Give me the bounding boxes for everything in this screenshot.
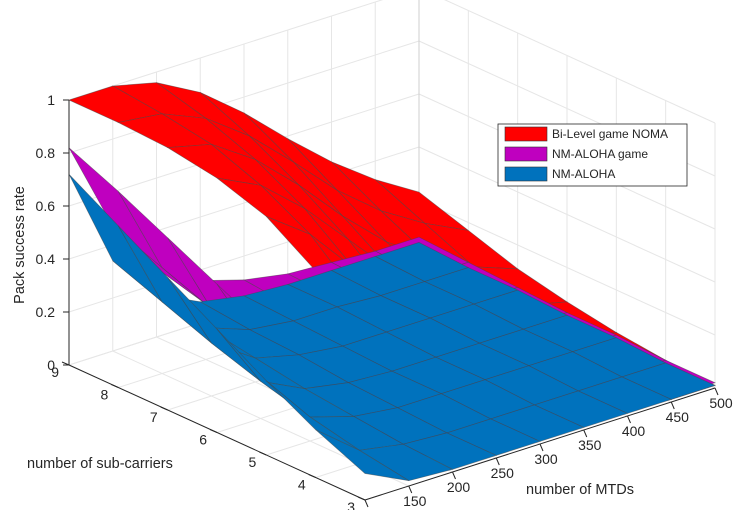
y-tick (111, 384, 119, 388)
z-tick-label: 0 (47, 357, 55, 373)
z-axis-label: Pack success rate (12, 186, 28, 304)
y-tick-label: 5 (249, 454, 257, 470)
x-tick-label: 400 (622, 423, 646, 439)
y-tick (259, 451, 267, 456)
x-tick (583, 429, 588, 438)
y-tick-label: 4 (298, 477, 306, 493)
z-tick-label: 0.8 (36, 145, 56, 161)
axes-frame (61, 99, 719, 508)
y-tick-label: 6 (199, 432, 207, 448)
legend-swatch-bi-level (504, 126, 548, 142)
y-tick (160, 406, 168, 411)
x-tick (539, 443, 544, 452)
legend-label-nm-aloha-game: NM-ALOHA game (552, 147, 648, 161)
x-tick-label: 150 (403, 493, 427, 509)
z-tick-label: 0.4 (36, 251, 56, 267)
y-tick-label: 7 (150, 409, 158, 425)
y-tick-label: 3 (347, 499, 355, 510)
x-tick-label: 350 (578, 437, 602, 453)
surface-2 (68, 173, 716, 482)
y-tick (308, 474, 316, 478)
y-axis-label: number of sub-carriers (27, 456, 173, 472)
x-tick (627, 415, 631, 424)
x-axis-label: number of MTDs (526, 482, 634, 498)
x-tick (495, 457, 500, 466)
x-tick (670, 401, 675, 410)
x-tick (714, 387, 719, 396)
x-tick (408, 485, 413, 494)
z-tick-label: 0.2 (36, 304, 56, 320)
legend: Bi-Level game NOMA NM-ALOHA game NM-ALOH… (497, 123, 688, 187)
z-tick-label: 0.6 (36, 198, 56, 214)
x-tick-label: 450 (666, 409, 690, 425)
y-tick-label: 9 (51, 364, 59, 380)
y-tick (357, 496, 366, 501)
y-tick (209, 429, 218, 433)
z-tick-label: 1 (47, 92, 55, 108)
legend-swatch-nm-aloha-game (504, 146, 548, 162)
x-tick (364, 499, 369, 508)
x-tick-label: 250 (491, 465, 515, 481)
surfaces (68, 82, 716, 482)
x-tick (452, 471, 456, 480)
legend-swatch-nm-aloha (504, 166, 548, 182)
legend-label-bi-level: Bi-Level game NOMA (552, 127, 668, 141)
x-tick-label: 200 (447, 479, 471, 495)
x-tick-label: 300 (534, 451, 558, 467)
surface-patch (315, 429, 409, 482)
tick-labels: 100150200250300350400450500345678900.20.… (36, 92, 733, 515)
y-tick-label: 8 (101, 387, 109, 403)
legend-label-nm-aloha: NM-ALOHA (552, 167, 615, 181)
x-tick-label: 500 (709, 395, 733, 411)
